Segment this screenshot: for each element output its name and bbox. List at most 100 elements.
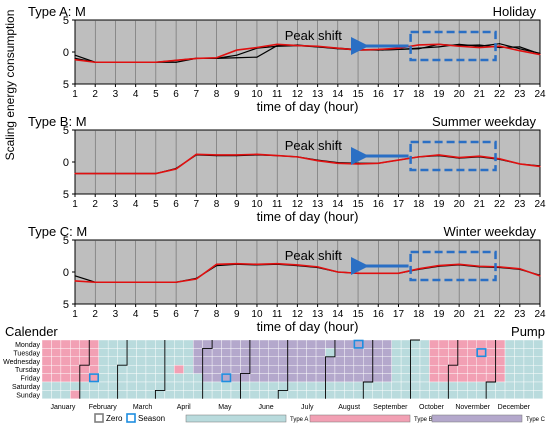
calendar-cell xyxy=(410,390,421,399)
calendar-cell xyxy=(249,381,260,391)
data-point xyxy=(519,46,521,48)
calendar-cell xyxy=(249,339,260,349)
calendar-cell xyxy=(287,373,298,383)
calendar-cell xyxy=(51,373,62,383)
x-tick-label: 11 xyxy=(272,309,283,320)
calendar-cell xyxy=(192,381,203,391)
calendar-cell xyxy=(419,356,430,366)
calendar-cell xyxy=(296,339,307,349)
month-boundary xyxy=(410,339,420,399)
calendar-cell xyxy=(485,339,496,349)
x-tick-label: 15 xyxy=(352,89,364,100)
calendar-cell xyxy=(410,348,421,357)
calendar-cell xyxy=(107,365,118,374)
x-tick-label: 18 xyxy=(413,199,425,210)
calendar-cell xyxy=(287,365,298,374)
calendar-cell xyxy=(400,381,411,391)
calendar-cell xyxy=(306,381,317,391)
calendar-cell xyxy=(495,365,506,374)
data-point xyxy=(377,48,379,51)
calendar-cell xyxy=(126,356,137,366)
calendar-cell xyxy=(126,339,137,349)
data-point xyxy=(114,61,117,63)
calendar-cell xyxy=(296,390,307,399)
x-tick-label: 4 xyxy=(133,309,139,320)
calendar-cell xyxy=(41,356,52,366)
calendar-cell xyxy=(211,381,222,391)
calendar-cell xyxy=(89,339,99,349)
calendar-cell xyxy=(183,390,194,399)
calendar-cell xyxy=(363,390,373,399)
calendar-cell xyxy=(400,339,411,349)
calendar-cell xyxy=(296,381,307,391)
calendar-cell xyxy=(372,373,383,383)
calendar-cell xyxy=(533,339,544,349)
x-tick-label: 14 xyxy=(332,89,344,100)
calendar-cell xyxy=(391,373,402,383)
calendar-cell xyxy=(400,356,411,366)
condition-label: Winter weekday xyxy=(444,224,537,239)
calendar-cell xyxy=(183,356,194,366)
x-axis-label: time of day (hour) xyxy=(257,209,359,224)
calendar-cell xyxy=(211,348,222,357)
calendar-cell xyxy=(419,348,430,357)
x-tick-label: 2 xyxy=(92,199,98,210)
calendar-cell xyxy=(268,356,279,366)
calendar-cell xyxy=(457,348,468,357)
calendar-cell xyxy=(457,381,468,391)
weekday-label: Monday xyxy=(15,342,40,349)
data-point xyxy=(74,57,76,60)
calendar-cell xyxy=(249,356,260,366)
x-tick-label: 23 xyxy=(514,89,526,100)
data-point xyxy=(539,165,541,168)
calendar-cell xyxy=(448,339,459,349)
calendar-cell xyxy=(363,381,373,391)
data-point xyxy=(357,49,359,51)
calendar-cell xyxy=(485,390,496,399)
calendar-cell xyxy=(155,381,166,391)
calendar-cell xyxy=(107,339,118,349)
legend-zero-swatch xyxy=(94,413,104,423)
calendar-cell xyxy=(126,381,137,391)
calendar-cell xyxy=(287,356,298,366)
calendar-cell xyxy=(79,356,90,366)
x-tick-label: 6 xyxy=(173,199,179,210)
calendar-cell xyxy=(467,373,477,383)
x-tick-label: 18 xyxy=(413,309,425,320)
data-point xyxy=(337,47,339,49)
calendar-cell xyxy=(457,373,468,383)
x-tick-label: 7 xyxy=(194,309,200,320)
calendar-cell xyxy=(89,348,99,357)
calendar-cell xyxy=(98,381,109,391)
data-point xyxy=(74,275,76,277)
calendar-cell xyxy=(467,339,477,349)
data-point xyxy=(155,61,157,63)
x-tick-label: 4 xyxy=(133,89,139,100)
calendar-cell xyxy=(287,339,298,349)
calendar-cell xyxy=(230,348,241,357)
data-point xyxy=(276,43,278,45)
month-label: Novermber xyxy=(455,404,490,411)
calendar-cell xyxy=(79,390,90,399)
calendar-cell xyxy=(202,390,213,399)
calendar-cell xyxy=(523,373,534,383)
calendar-cell xyxy=(51,381,62,391)
calendar-cell xyxy=(240,390,251,399)
calendar-cell xyxy=(391,390,402,399)
data-point xyxy=(458,263,460,265)
calendar-cell xyxy=(164,348,175,357)
calendar-cell xyxy=(174,373,184,383)
calendar-cell xyxy=(98,339,109,349)
calendar-cell xyxy=(325,339,336,349)
calendar-cell xyxy=(448,390,459,399)
calendar-cell xyxy=(51,348,62,357)
series-line-2 xyxy=(75,153,541,175)
data-point xyxy=(397,48,400,51)
x-tick-label: 3 xyxy=(113,199,119,210)
x-tick-label: 20 xyxy=(454,199,466,210)
calendar-cell xyxy=(51,356,62,366)
calendar-cell xyxy=(514,381,525,391)
data-point xyxy=(519,163,521,165)
calendar-cell xyxy=(306,348,317,357)
legend-typeA-label: Type A xyxy=(290,417,308,423)
